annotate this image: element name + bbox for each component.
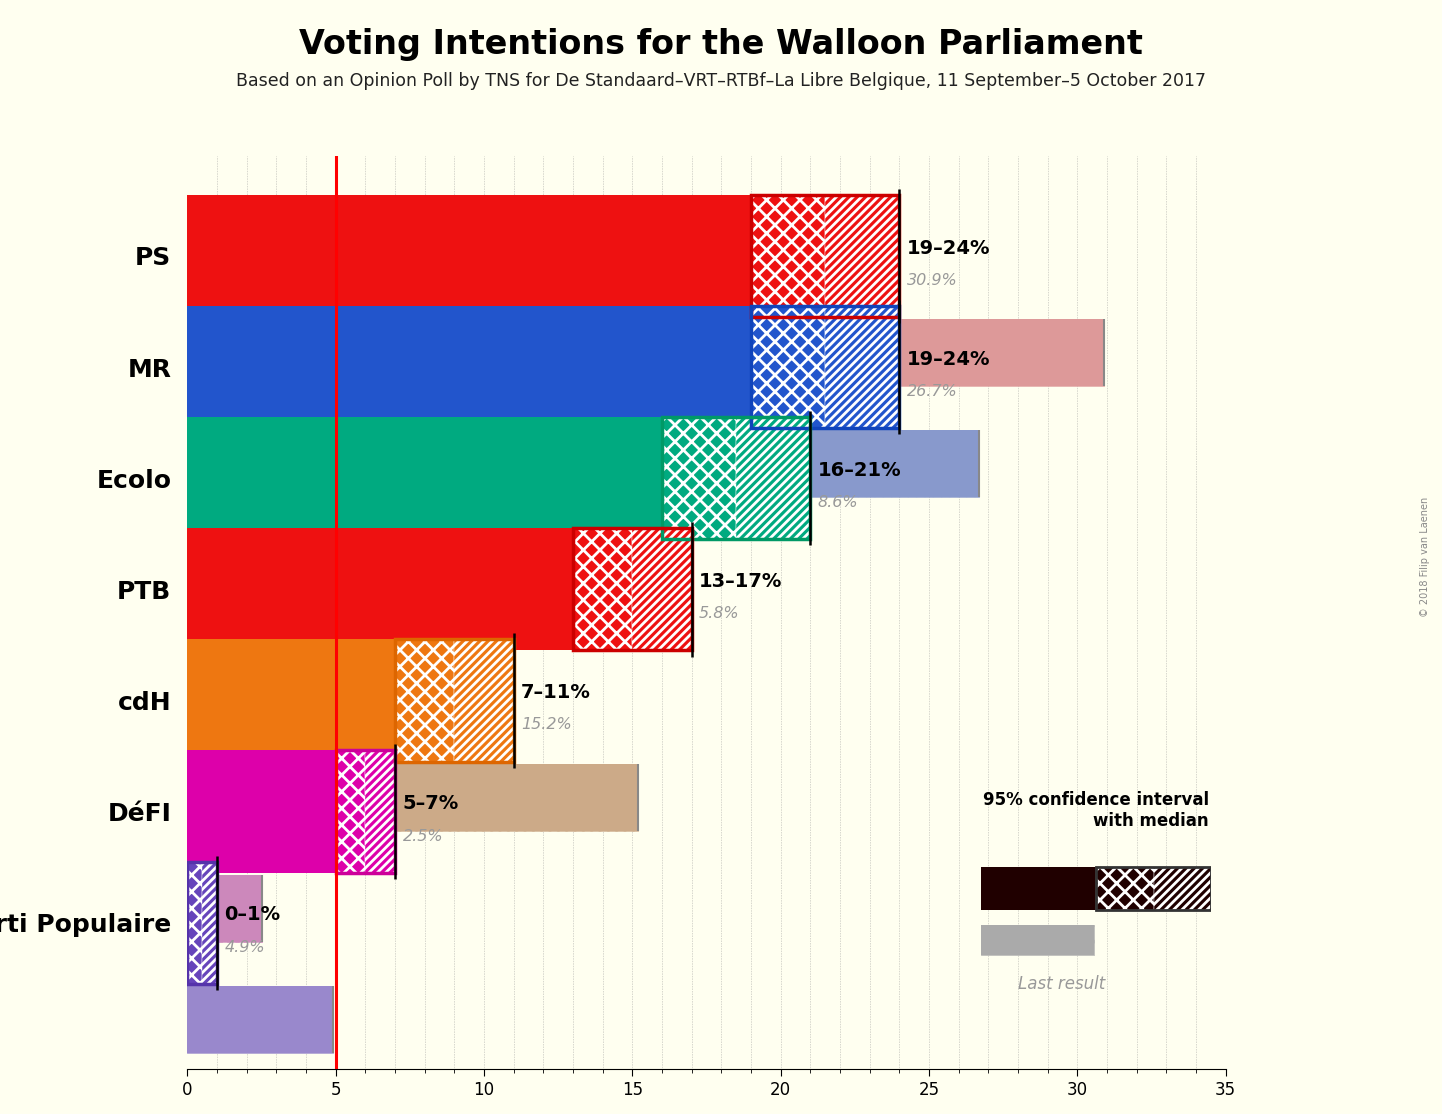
Bar bbox=[187, 528, 572, 651]
Bar bbox=[825, 195, 900, 317]
Text: 19–24%: 19–24% bbox=[907, 238, 991, 257]
Bar bbox=[187, 417, 662, 539]
Text: Based on an Opinion Poll by TNS for De Standaard–VRT–RTBf–La Libre Belgique, 11 : Based on an Opinion Poll by TNS for De S… bbox=[236, 72, 1206, 90]
Bar bbox=[187, 320, 1105, 385]
Bar bbox=[187, 541, 443, 608]
Text: © 2018 Filip van Laenen: © 2018 Filip van Laenen bbox=[1420, 497, 1430, 617]
Bar bbox=[187, 430, 979, 497]
Bar bbox=[825, 306, 900, 428]
Bar bbox=[662, 417, 737, 539]
Text: 95% confidence interval
with median: 95% confidence interval with median bbox=[983, 791, 1208, 830]
Bar bbox=[187, 653, 359, 720]
Text: 0–1%: 0–1% bbox=[225, 906, 281, 925]
Text: 2.5%: 2.5% bbox=[402, 829, 443, 843]
Bar bbox=[187, 751, 336, 872]
Bar bbox=[187, 306, 751, 428]
Text: 4.9%: 4.9% bbox=[225, 940, 265, 955]
Bar bbox=[633, 528, 692, 651]
Bar bbox=[187, 320, 1105, 385]
Bar bbox=[187, 764, 639, 831]
Bar bbox=[187, 986, 333, 1053]
Bar bbox=[751, 195, 825, 317]
Text: 15.2%: 15.2% bbox=[521, 717, 572, 732]
Text: 5.8%: 5.8% bbox=[699, 606, 740, 622]
Bar bbox=[981, 925, 1093, 956]
Text: 26.7%: 26.7% bbox=[907, 384, 957, 399]
Bar bbox=[187, 986, 333, 1053]
Bar bbox=[395, 639, 454, 762]
Bar bbox=[1096, 867, 1154, 910]
Bar bbox=[187, 874, 261, 941]
Bar bbox=[572, 528, 633, 651]
Bar bbox=[751, 306, 825, 428]
Text: 19–24%: 19–24% bbox=[907, 350, 991, 369]
Bar bbox=[187, 195, 751, 317]
Bar bbox=[981, 867, 1096, 910]
Bar bbox=[187, 764, 639, 831]
Text: 8.6%: 8.6% bbox=[818, 496, 858, 510]
Bar bbox=[187, 541, 443, 608]
Bar bbox=[1154, 867, 1211, 910]
Bar bbox=[187, 861, 202, 984]
Text: 7–11%: 7–11% bbox=[521, 683, 591, 702]
Text: 30.9%: 30.9% bbox=[907, 273, 957, 287]
Bar bbox=[187, 430, 979, 497]
Bar bbox=[454, 639, 513, 762]
Bar bbox=[187, 639, 395, 762]
Bar bbox=[336, 751, 365, 872]
Text: 16–21%: 16–21% bbox=[818, 461, 901, 480]
Bar bbox=[187, 874, 261, 941]
Bar bbox=[365, 751, 395, 872]
Bar bbox=[1096, 867, 1211, 910]
Text: Voting Intentions for the Walloon Parliament: Voting Intentions for the Walloon Parlia… bbox=[298, 28, 1144, 61]
Bar bbox=[981, 925, 1093, 956]
Text: Last result: Last result bbox=[1018, 975, 1105, 993]
Bar bbox=[187, 653, 359, 720]
Text: 5–7%: 5–7% bbox=[402, 794, 459, 813]
Bar bbox=[202, 861, 218, 984]
Bar bbox=[737, 417, 810, 539]
Text: 13–17%: 13–17% bbox=[699, 573, 783, 592]
